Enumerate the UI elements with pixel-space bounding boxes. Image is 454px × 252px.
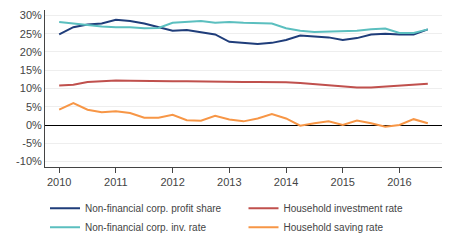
svg-text:Non-financial corp. inv. rate: Non-financial corp. inv. rate bbox=[85, 222, 206, 233]
svg-text:5%: 5% bbox=[26, 101, 42, 113]
svg-text:2013: 2013 bbox=[217, 176, 241, 188]
svg-text:2010: 2010 bbox=[47, 176, 71, 188]
svg-text:15%: 15% bbox=[20, 64, 42, 76]
svg-text:10%: 10% bbox=[20, 82, 42, 94]
svg-text:Household investment rate: Household investment rate bbox=[284, 203, 403, 214]
svg-text:30%: 30% bbox=[20, 9, 42, 21]
svg-text:Non-financial corp. profit sha: Non-financial corp. profit share bbox=[85, 203, 222, 214]
svg-text:2016: 2016 bbox=[387, 176, 411, 188]
svg-text:-10%: -10% bbox=[16, 155, 42, 167]
svg-text:0%: 0% bbox=[26, 119, 42, 131]
svg-text:2011: 2011 bbox=[104, 176, 128, 188]
svg-text:Household saving rate: Household saving rate bbox=[284, 222, 384, 233]
svg-text:2015: 2015 bbox=[331, 176, 355, 188]
svg-text:2012: 2012 bbox=[160, 176, 184, 188]
svg-text:2014: 2014 bbox=[274, 176, 298, 188]
svg-text:20%: 20% bbox=[20, 46, 42, 58]
svg-text:-5%: -5% bbox=[22, 137, 42, 149]
svg-text:25%: 25% bbox=[20, 28, 42, 40]
